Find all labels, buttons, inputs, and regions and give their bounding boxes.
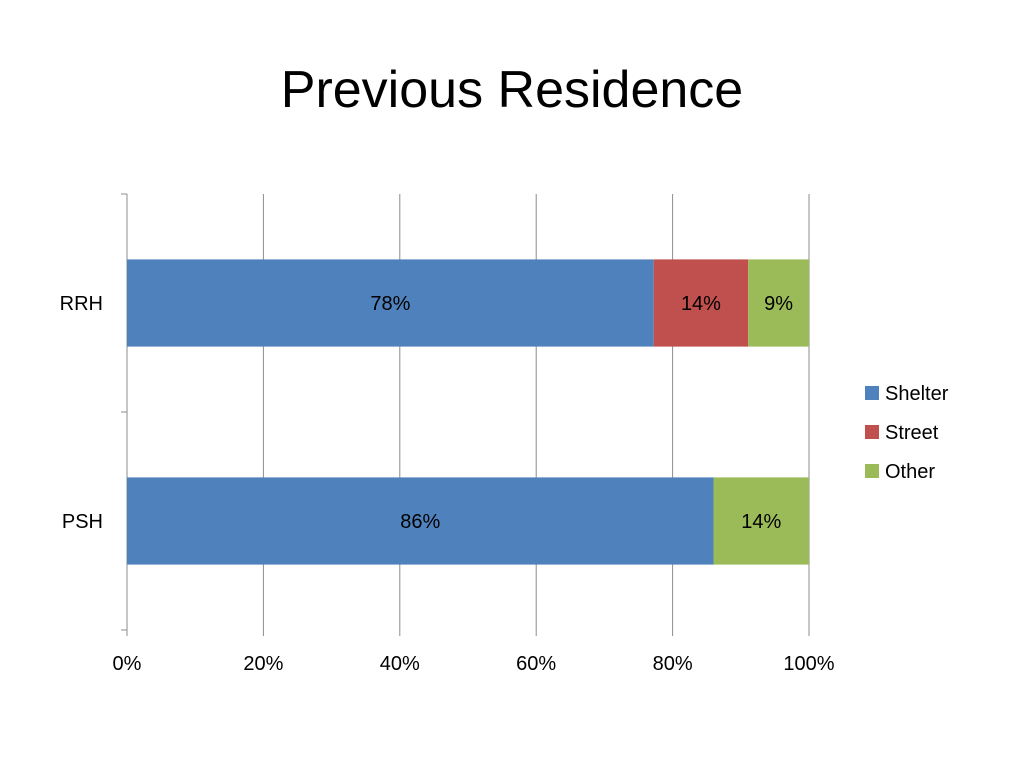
data-label: 78% bbox=[370, 293, 410, 315]
data-label: 9% bbox=[764, 293, 793, 315]
legend-swatch bbox=[865, 464, 879, 478]
legend-swatch bbox=[865, 386, 879, 400]
legend: Shelter Street Other bbox=[865, 383, 949, 483]
bar-segment bbox=[127, 259, 654, 347]
bar-segment bbox=[127, 477, 714, 565]
legend-label: Shelter bbox=[885, 383, 949, 405]
bar-segment bbox=[713, 477, 809, 565]
bar-segment bbox=[748, 259, 809, 347]
data-label: 86% bbox=[400, 511, 440, 533]
data-label: 14% bbox=[741, 511, 781, 533]
x-tick-label: 20% bbox=[243, 653, 283, 675]
category-label: RRH bbox=[60, 293, 103, 315]
data-label: 14% bbox=[681, 293, 721, 315]
axes: 0% 20% 40% 60% 80% 100% RRH PSH bbox=[60, 193, 835, 675]
x-tick-label: 40% bbox=[380, 653, 420, 675]
legend-label: Other bbox=[885, 461, 935, 483]
bar-segment bbox=[653, 259, 749, 347]
legend-swatch bbox=[865, 425, 879, 439]
x-tick-label: 80% bbox=[653, 653, 693, 675]
x-tick-label: 100% bbox=[783, 653, 834, 675]
data-labels: 78% 14% 9% 86% 14% bbox=[370, 293, 793, 533]
chart-title: Previous Residence bbox=[280, 61, 744, 119]
bars bbox=[127, 259, 809, 565]
x-tick-label: 60% bbox=[516, 653, 556, 675]
legend-label: Street bbox=[885, 422, 939, 444]
x-tick-label: 0% bbox=[113, 653, 142, 675]
category-label: PSH bbox=[62, 511, 103, 533]
